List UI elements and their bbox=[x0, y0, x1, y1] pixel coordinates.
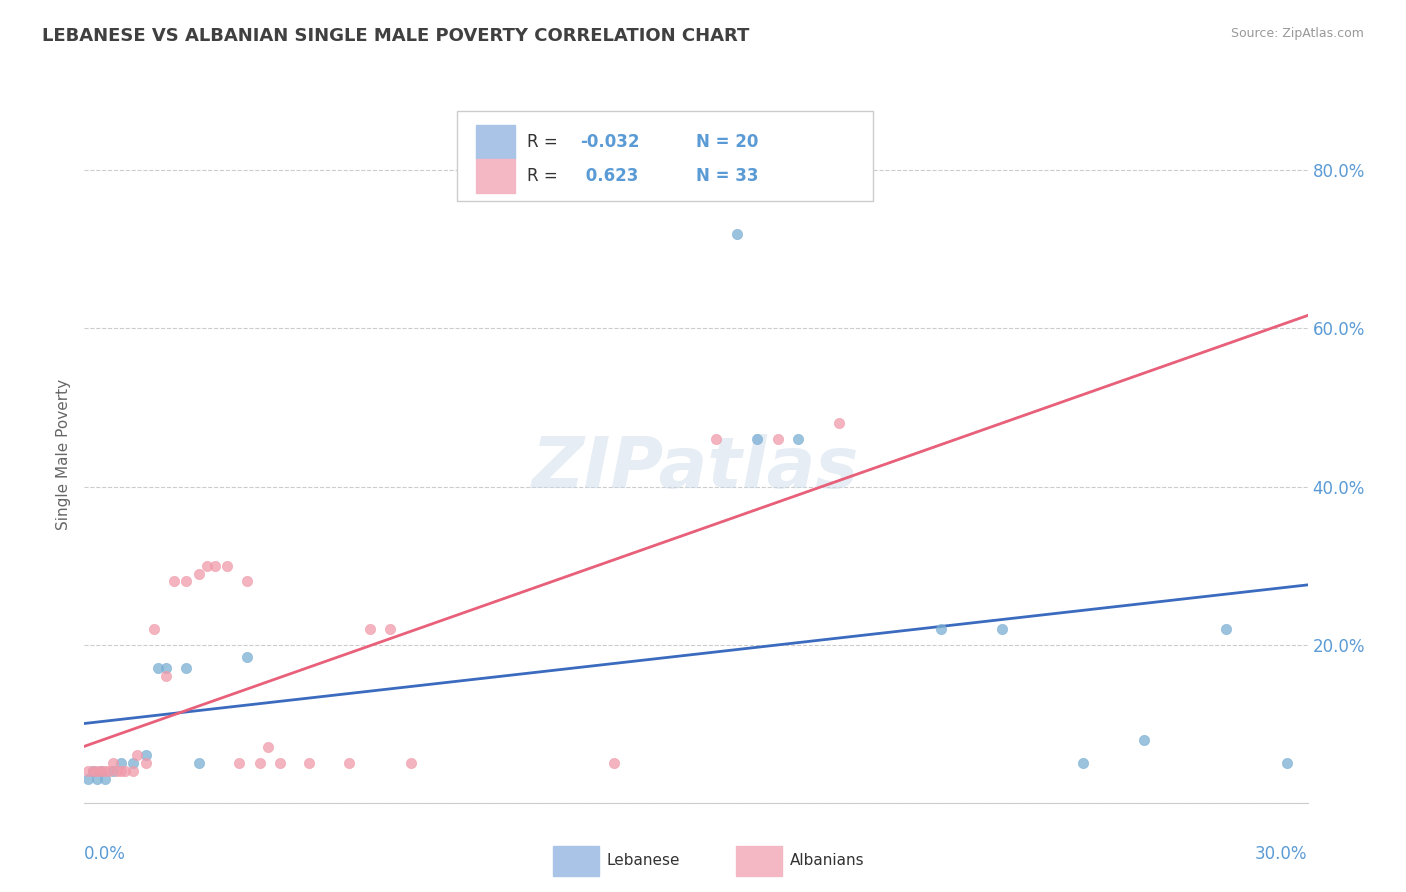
Point bbox=[101, 756, 124, 771]
FancyBboxPatch shape bbox=[475, 159, 515, 194]
Text: 0.0%: 0.0% bbox=[84, 845, 127, 863]
Y-axis label: Single Male Poverty: Single Male Poverty bbox=[56, 379, 72, 531]
Point bbox=[991, 622, 1014, 636]
Point bbox=[187, 756, 209, 771]
Point bbox=[86, 764, 108, 779]
Point bbox=[135, 748, 157, 763]
Point bbox=[1277, 756, 1299, 771]
Point bbox=[127, 748, 149, 763]
Point bbox=[236, 574, 259, 589]
Point bbox=[93, 764, 117, 779]
Point bbox=[90, 764, 112, 779]
Point bbox=[249, 756, 271, 771]
Point bbox=[399, 756, 422, 771]
Text: N = 20: N = 20 bbox=[696, 133, 758, 151]
Point bbox=[1215, 622, 1237, 636]
FancyBboxPatch shape bbox=[475, 125, 515, 159]
Text: R =: R = bbox=[527, 167, 564, 185]
Point bbox=[110, 756, 132, 771]
Text: Albanians: Albanians bbox=[790, 853, 865, 868]
Point bbox=[269, 756, 291, 771]
Text: R =: R = bbox=[527, 133, 564, 151]
Text: N = 33: N = 33 bbox=[696, 167, 758, 185]
Point bbox=[217, 558, 239, 573]
Point bbox=[155, 669, 177, 683]
FancyBboxPatch shape bbox=[737, 847, 782, 876]
Point bbox=[339, 756, 361, 771]
Point bbox=[359, 622, 381, 636]
Point bbox=[97, 764, 120, 779]
Point bbox=[122, 764, 145, 779]
Point bbox=[163, 574, 186, 589]
Point bbox=[187, 566, 209, 581]
Point bbox=[706, 432, 728, 446]
FancyBboxPatch shape bbox=[553, 847, 599, 876]
Point bbox=[110, 764, 132, 779]
Point bbox=[142, 622, 165, 636]
Point bbox=[114, 764, 136, 779]
Point bbox=[380, 622, 402, 636]
Point bbox=[155, 661, 177, 675]
Point bbox=[86, 772, 108, 786]
Point bbox=[204, 558, 226, 573]
Point bbox=[298, 756, 321, 771]
Text: LEBANESE VS ALBANIAN SINGLE MALE POVERTY CORRELATION CHART: LEBANESE VS ALBANIAN SINGLE MALE POVERTY… bbox=[42, 27, 749, 45]
Text: -0.032: -0.032 bbox=[579, 133, 640, 151]
Point bbox=[135, 756, 157, 771]
Point bbox=[82, 764, 104, 779]
Point bbox=[77, 772, 100, 786]
Point bbox=[929, 622, 952, 636]
Point bbox=[176, 661, 198, 675]
Point bbox=[725, 227, 748, 241]
Point bbox=[105, 764, 128, 779]
Point bbox=[146, 661, 169, 675]
Point bbox=[1133, 732, 1156, 747]
Point bbox=[195, 558, 218, 573]
Point bbox=[603, 756, 626, 771]
Point bbox=[236, 649, 259, 664]
Point bbox=[176, 574, 198, 589]
Point bbox=[122, 756, 145, 771]
Point bbox=[82, 764, 104, 779]
Point bbox=[90, 764, 112, 779]
FancyBboxPatch shape bbox=[457, 111, 873, 201]
Text: 0.623: 0.623 bbox=[579, 167, 638, 185]
Text: Source: ZipAtlas.com: Source: ZipAtlas.com bbox=[1230, 27, 1364, 40]
Point bbox=[228, 756, 250, 771]
Point bbox=[257, 740, 280, 755]
Text: Lebanese: Lebanese bbox=[606, 853, 681, 868]
Point bbox=[787, 432, 810, 446]
Point bbox=[1073, 756, 1095, 771]
Point bbox=[77, 764, 100, 779]
Point bbox=[93, 772, 117, 786]
Text: 30.0%: 30.0% bbox=[1256, 845, 1308, 863]
Text: ZIPatlas: ZIPatlas bbox=[533, 434, 859, 503]
Point bbox=[747, 432, 769, 446]
Point bbox=[828, 417, 851, 431]
Point bbox=[766, 432, 789, 446]
Point bbox=[101, 764, 124, 779]
